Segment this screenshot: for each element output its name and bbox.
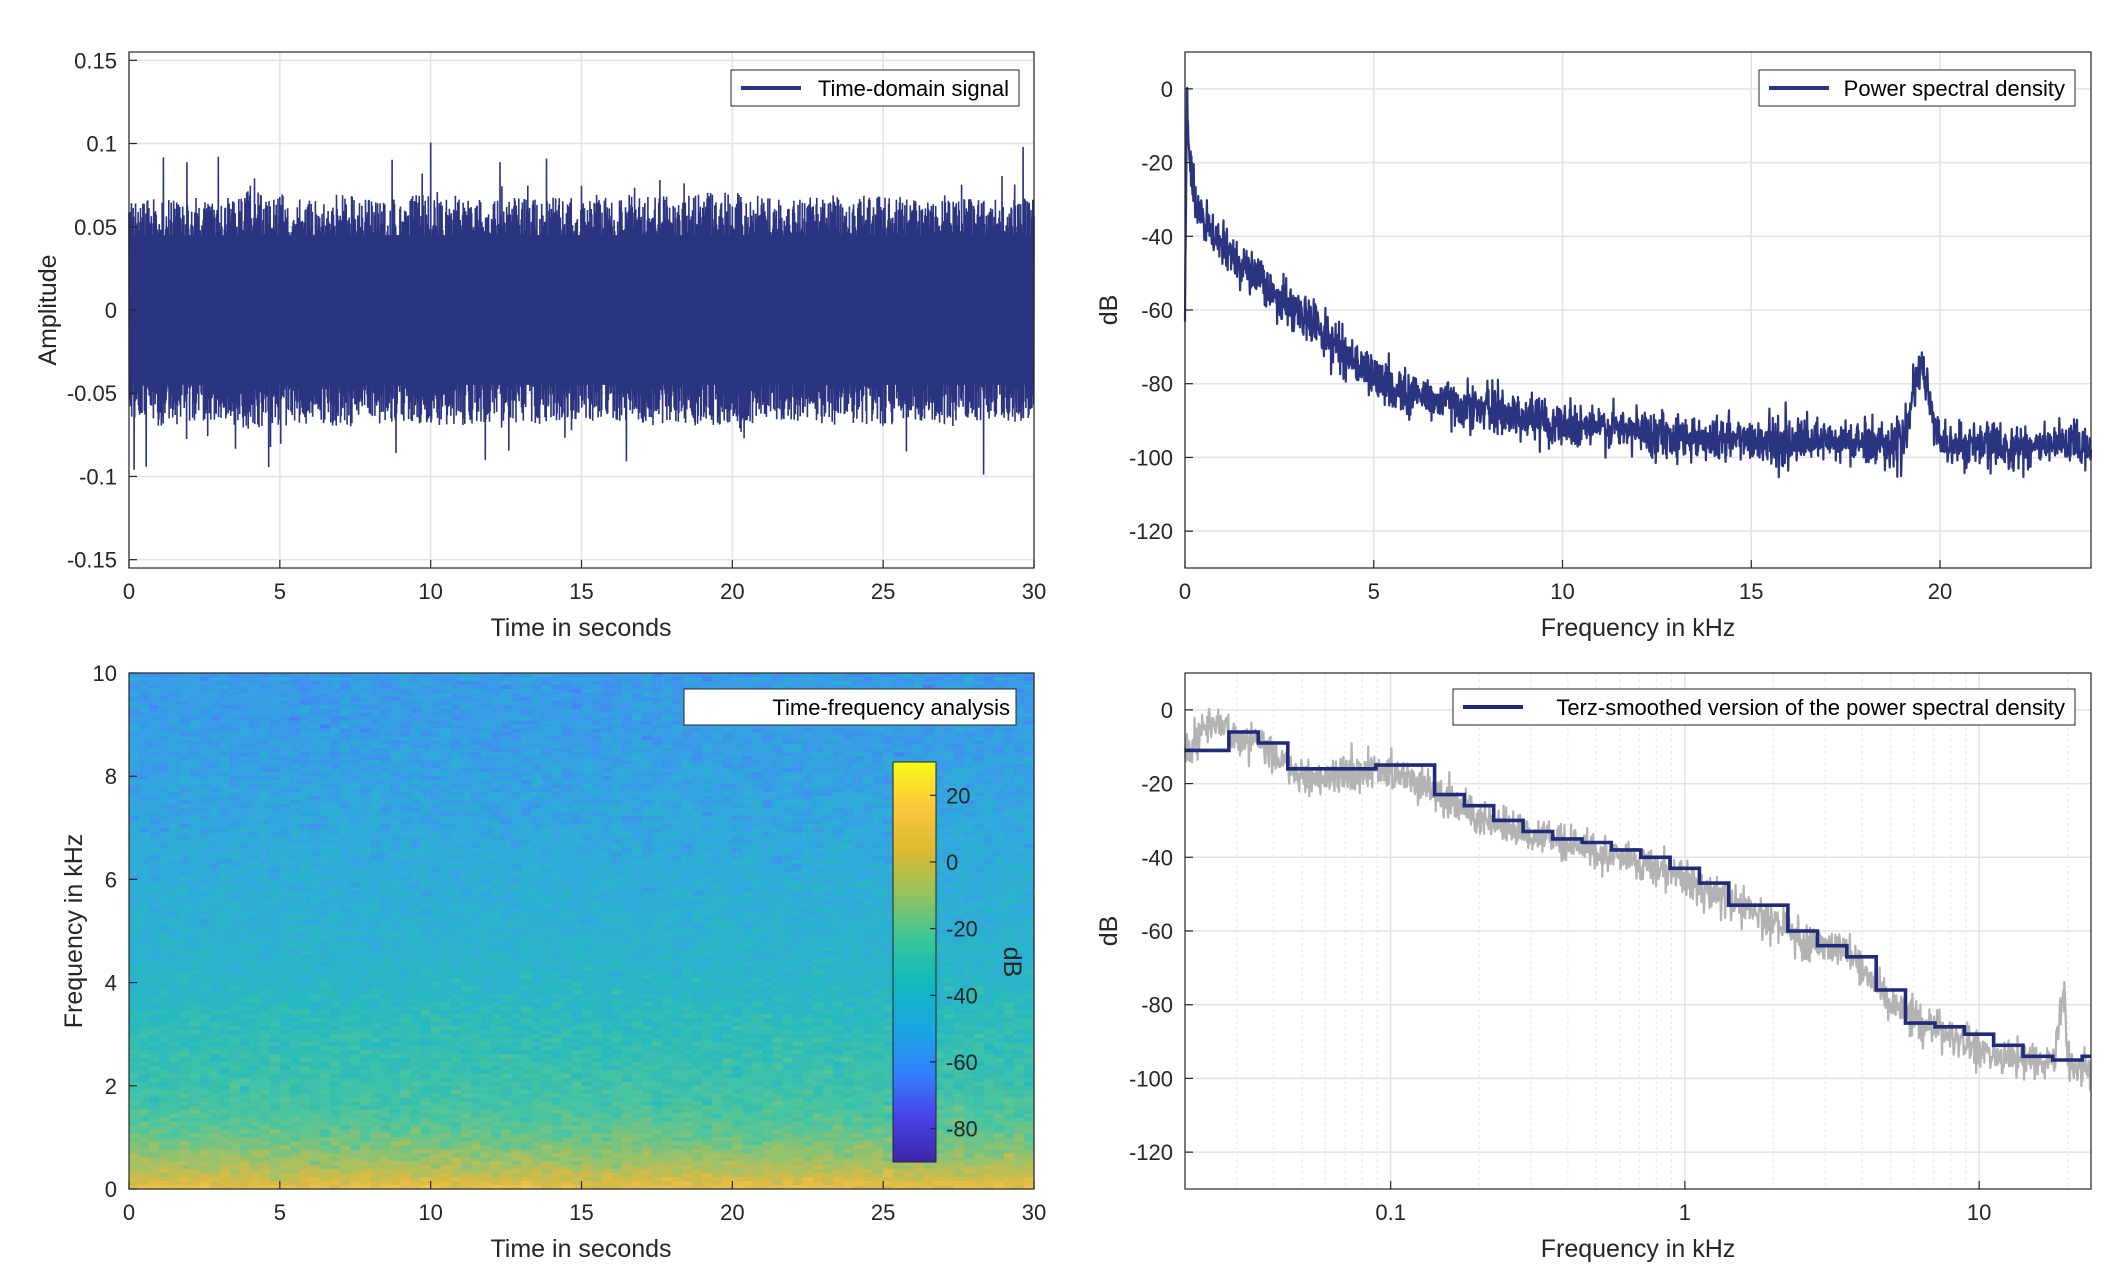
x-tick-label: 30 [1022, 579, 1046, 604]
x-tick-label: 20 [1928, 579, 1952, 604]
time-domain-signal-line [128, 142, 1035, 475]
psd-line [1183, 86, 2093, 479]
psd-plot [1183, 86, 2093, 479]
x-tick-label: 15 [569, 579, 593, 604]
y-tick-label: -0.05 [67, 381, 117, 406]
x-tick-label: 25 [871, 579, 895, 604]
y-tick-label: 0.1 [86, 132, 117, 157]
y-tick-label: 0.15 [74, 48, 117, 73]
time-domain-signal-core [129, 235, 1034, 385]
time-domain-ylabel: Amplitude [34, 254, 62, 365]
y-tick-label: -20 [1141, 151, 1173, 176]
time-domain-panel: 0 5 10 15 20 25 30 -0.15-0.1-0.0500.050.10.15 … [34, 48, 1046, 642]
psd-xticks: 0 5 10 15 20 [1179, 560, 1952, 604]
y-tick-label: 0 [105, 298, 117, 323]
time-domain-legend: Time-domain signal [730, 69, 1020, 107]
x-tick-label: 10 [418, 579, 442, 604]
y-tick-label: -60 [1141, 298, 1173, 323]
time-domain-yticks: -0.15 -0.1 -0.05 0 0.05 0.1 0.15 [67, 48, 137, 573]
psd-xlabel: Frequency in kHz [1541, 614, 1736, 642]
y-tick-label: -0.15 [67, 548, 117, 573]
y-tick-label: -80 [1141, 372, 1173, 397]
x-tick-label: 0 [1179, 579, 1191, 604]
y-tick-label: -100 [1129, 445, 1173, 470]
psd-panel: 0 5 10 15 20 0 -20 -40 -60 -80 -100 -120 Frequency… [1095, 51, 2093, 642]
time-domain-xticks: 0 5 10 15 20 25 30 [123, 560, 1046, 604]
x-tick-label: 5 [274, 579, 286, 604]
y-tick-label: 0.05 [74, 215, 117, 240]
psd-ylabel: dB [1095, 295, 1123, 326]
psd-yticks: 0 -20 -40 -60 -80 -100 -120 [1129, 77, 1193, 544]
x-tick-label: 0 [123, 579, 135, 604]
y-tick-label: 0 [1161, 77, 1173, 102]
time-domain-xlabel: Time in seconds [490, 614, 671, 642]
y-tick-label: -40 [1141, 224, 1173, 249]
psd-grid [1184, 52, 2091, 568]
legend-label: Power spectral density [1844, 76, 2065, 101]
x-tick-label: 10 [1550, 579, 1574, 604]
psd-legend: Power spectral density [1758, 69, 2076, 107]
y-tick-label: -120 [1129, 519, 1173, 544]
x-tick-label: 20 [720, 579, 744, 604]
x-tick-label: 15 [1739, 579, 1763, 604]
time-domain-plot [128, 142, 1035, 475]
y-tick-label: -0.1 [79, 464, 117, 489]
legend-label: Time-domain signal [818, 76, 1009, 101]
x-tick-label: 5 [1368, 579, 1380, 604]
